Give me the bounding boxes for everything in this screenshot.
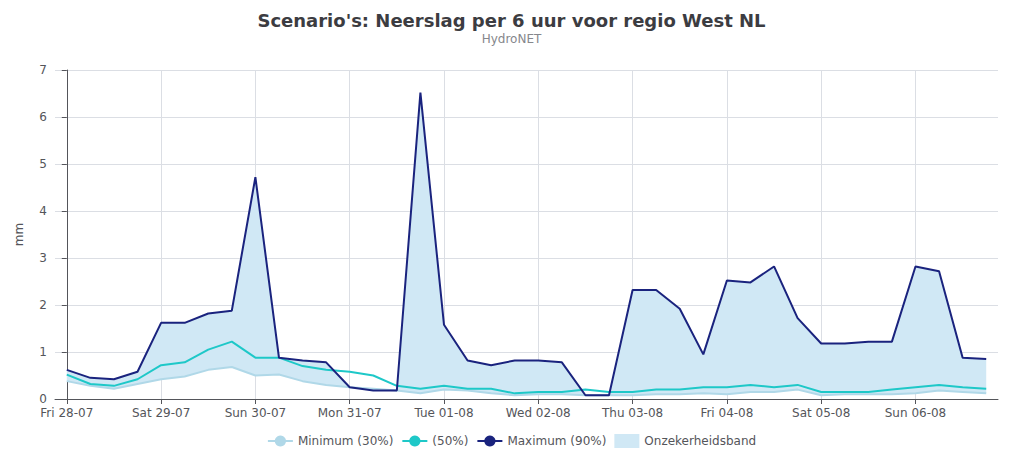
svg-text:2: 2 [39, 298, 47, 312]
svg-text:Scenario's: Neerslag per 6 uur: Scenario's: Neerslag per 6 uur voor regi… [257, 10, 765, 31]
svg-text:Maximum (90%): Maximum (90%) [507, 434, 606, 448]
svg-text:4: 4 [39, 204, 47, 218]
svg-text:Fri 28-07: Fri 28-07 [40, 406, 93, 420]
svg-text:Fri 04-08: Fri 04-08 [700, 406, 753, 420]
svg-text:Onzekerheidsband: Onzekerheidsband [644, 434, 756, 448]
svg-text:HydroNET: HydroNET [482, 32, 542, 46]
svg-text:3: 3 [39, 251, 47, 265]
svg-text:Tue 01-08: Tue 01-08 [413, 406, 473, 420]
svg-text:6: 6 [39, 110, 47, 124]
svg-text:Sun 06-08: Sun 06-08 [885, 406, 947, 420]
svg-text:(50%): (50%) [432, 434, 468, 448]
svg-text:Mon 31-07: Mon 31-07 [318, 406, 382, 420]
svg-text:Sun 30-07: Sun 30-07 [225, 406, 287, 420]
svg-text:0: 0 [39, 392, 47, 406]
svg-text:Thu 03-08: Thu 03-08 [601, 406, 663, 420]
svg-text:7: 7 [39, 63, 47, 77]
svg-text:Minimum (30%): Minimum (30%) [298, 434, 393, 448]
svg-text:Wed 02-08: Wed 02-08 [506, 406, 571, 420]
svg-text:1: 1 [39, 345, 47, 359]
svg-text:mm: mm [12, 223, 26, 246]
svg-text:Sat 05-08: Sat 05-08 [792, 406, 850, 420]
svg-text:Sat 29-07: Sat 29-07 [132, 406, 190, 420]
svg-text:5: 5 [39, 157, 47, 171]
